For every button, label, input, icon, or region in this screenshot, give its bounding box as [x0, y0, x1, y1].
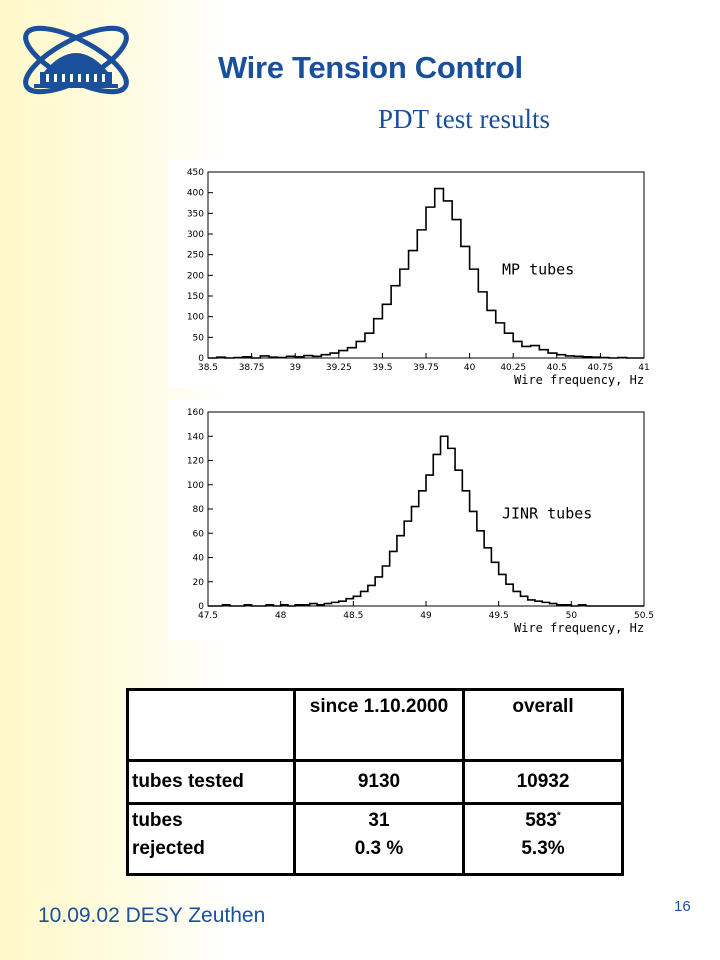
x-tick-label: 50.5 — [634, 611, 654, 621]
x-tick-label: 49.5 — [489, 611, 509, 621]
page-number: 16 — [674, 898, 691, 915]
x-tick-label: 40.25 — [500, 363, 526, 373]
rejected-label-cell: tubes rejected — [126, 802, 296, 876]
y-tick-label: 40 — [193, 554, 205, 564]
x-tick-label: 40.75 — [588, 363, 614, 373]
y-tick-label: 140 — [187, 432, 204, 442]
since-column-header: since 1.10.2000 — [293, 688, 465, 762]
slide-title: Wire Tension Control — [218, 50, 523, 85]
x-tick-label: 39 — [289, 363, 301, 373]
rejected-overall-count-line: 583* — [468, 807, 618, 835]
histogram-series-line — [208, 187, 644, 359]
y-tick-label: 150 — [187, 292, 204, 302]
results-table: since 1.10.2000 overall tubes tested 913… — [126, 688, 624, 876]
x-axis-label: Wire frequency, Hz — [514, 621, 644, 635]
y-tick-label: 300 — [187, 230, 204, 240]
y-tick-label: 0 — [198, 354, 204, 364]
x-tick-label: 50 — [566, 611, 578, 621]
x-tick-label: 48 — [275, 611, 287, 621]
tested-overall-value: 10932 — [462, 758, 624, 806]
x-tick-label: 47.5 — [198, 611, 218, 621]
y-tick-label: 250 — [187, 251, 204, 261]
rejected-overall-percent: 5.3% — [521, 838, 565, 860]
overall-column-header: overall — [462, 688, 624, 762]
plot-frame — [207, 171, 645, 359]
y-tick-label: 200 — [187, 271, 204, 281]
mp-histogram-panel: 0 50 100 150 200 250 300 350 400 450 38.5 38.75 39 39… — [168, 160, 656, 388]
mp-tubes-histogram: 0 50 100 150 200 250 300 350 400 450 38.5 38.75 39 39… — [187, 168, 650, 387]
x-tick-label: 48.5 — [343, 611, 363, 621]
table-corner-cell — [126, 688, 296, 762]
rejected-since-cell: 31 0.3 % — [293, 802, 465, 876]
y-tick-label: 160 — [187, 408, 204, 418]
x-axis-label: Wire frequency, Hz — [514, 373, 644, 387]
slide-subtitle: PDT test results — [378, 104, 551, 134]
y-tick-label: 80 — [193, 505, 205, 515]
x-tick-label: 40.5 — [547, 363, 567, 373]
histogram-series-line — [208, 435, 644, 607]
y-tick-label: 450 — [187, 168, 204, 178]
y-tick-label: 0 — [198, 602, 204, 612]
jinr-histogram-panel: 0 20 40 60 80 100 120 140 160 47.5 48 48.5 49 49.5 50 5… — [168, 400, 656, 640]
x-tick-label: 40 — [464, 363, 476, 373]
y-tick-label: 120 — [187, 457, 204, 467]
tested-since-value: 9130 — [293, 758, 465, 806]
rejected-label-line1: tubes — [132, 810, 183, 832]
rejected-overall-cell: 583* 5.3% — [462, 802, 624, 876]
y-tick-label: 60 — [193, 529, 205, 539]
table-row-rejected: tubes rejected 31 0.3 % 583* 5.3% — [126, 802, 624, 876]
y-tick-label: 350 — [187, 209, 204, 219]
jinr-tubes-histogram: 0 20 40 60 80 100 120 140 160 47.5 48 48.5 49 49.5 50 5… — [187, 408, 654, 635]
rejected-since-percent: 0.3 % — [354, 838, 404, 860]
y-tick-label: 100 — [187, 481, 204, 491]
rejected-label-line2: rejected — [132, 838, 205, 860]
y-tick-label: 20 — [193, 578, 205, 588]
x-tick-label: 38.75 — [239, 363, 265, 373]
x-tick-label: 49 — [420, 611, 432, 621]
x-tick-label: 38.5 — [198, 363, 218, 373]
rejected-overall-count: 583 — [525, 810, 557, 832]
footer-date-place: 10.09.02 DESY Zeuthen — [38, 904, 266, 927]
y-tick-label: 50 — [193, 333, 205, 343]
y-tick-label: 100 — [187, 313, 204, 323]
x-tick-label: 39.75 — [413, 363, 439, 373]
jinr-logo — [23, 25, 129, 95]
table-header-row: since 1.10.2000 overall — [126, 688, 624, 762]
series-annotation: JINR tubes — [502, 505, 592, 523]
footnote-mark: * — [556, 811, 561, 823]
rejected-since-count: 31 — [368, 810, 390, 832]
y-tick-label: 400 — [187, 189, 204, 199]
x-tick-label: 39.5 — [372, 363, 392, 373]
tested-label: tubes tested — [126, 758, 296, 806]
x-tick-label: 39.25 — [326, 363, 352, 373]
x-tick-label: 41 — [638, 363, 649, 373]
series-annotation: MP tubes — [502, 260, 574, 278]
table-row-tested: tubes tested 9130 10932 — [126, 758, 624, 806]
